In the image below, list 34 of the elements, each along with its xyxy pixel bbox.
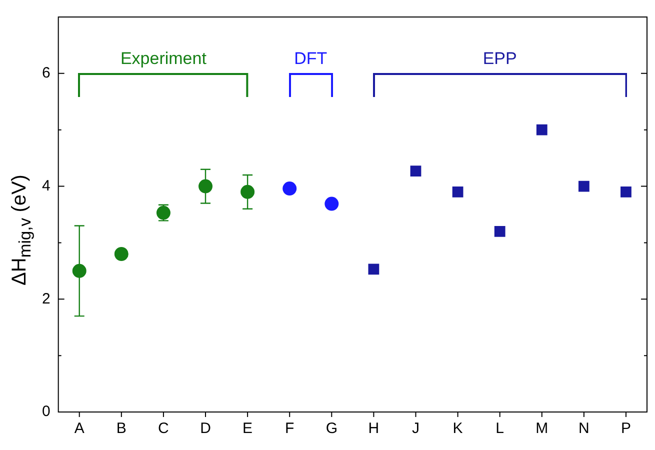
y-tick-label: 2 [42, 290, 50, 308]
x-tick-label: L [496, 420, 504, 438]
point [536, 124, 548, 136]
y-tick-label: 4 [42, 177, 50, 194]
text: DFT [294, 49, 328, 70]
x-tick-label: B [116, 420, 126, 438]
x-tick-label: C [158, 420, 170, 438]
point [72, 264, 86, 278]
point [410, 166, 422, 176]
text: EPP [482, 49, 517, 70]
point [452, 186, 464, 198]
text: Experiment [120, 49, 206, 70]
y-tick-label: 0 [42, 403, 50, 420]
x-tick-label: G [326, 420, 338, 438]
x-tick-label: E [242, 420, 253, 438]
point [240, 184, 255, 199]
point [114, 247, 128, 261]
x-tick-label: P [620, 420, 631, 438]
point [324, 196, 339, 211]
point [620, 186, 632, 198]
point [578, 180, 590, 192]
x-tick-label: A [74, 420, 84, 438]
x-tick-label: K [452, 420, 463, 438]
point [494, 226, 506, 237]
y-tick-label: 6 [42, 64, 50, 82]
point [368, 264, 380, 275]
x-tick-label: M [536, 420, 548, 438]
x-tick-label: D [200, 420, 212, 438]
x-tick-label: J [412, 420, 420, 438]
x-tick-label: N [578, 420, 590, 438]
point [198, 179, 213, 194]
x-tick-label: H [368, 420, 380, 438]
point [282, 182, 297, 196]
x-tick-label: F [285, 420, 294, 438]
